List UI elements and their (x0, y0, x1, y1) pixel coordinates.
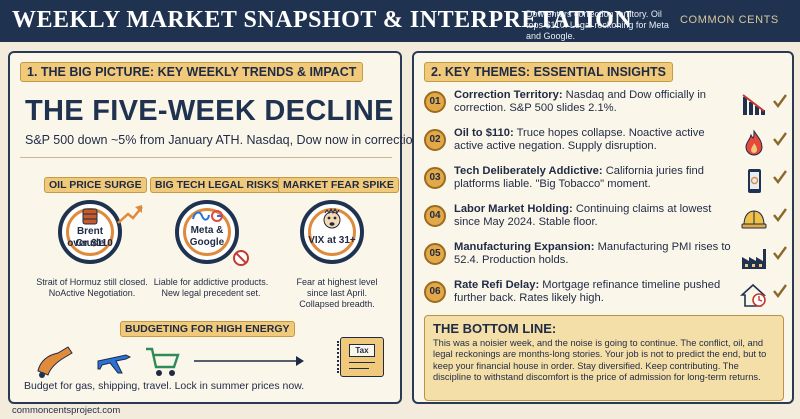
theme-number-badge: 06 (424, 281, 446, 303)
tech-badge-line1: Meta & (179, 225, 235, 237)
fear-caption-line3: Collapsed breadth. (278, 299, 396, 310)
theme-number-badge: 01 (424, 91, 446, 113)
theme-item: 06 Rate Refi Delay: Mortgage refinance t… (424, 279, 788, 314)
theme-title: Correction Territory: (454, 89, 563, 101)
check-icon (772, 93, 788, 109)
factory-icon (740, 243, 768, 271)
budget-caption: Budget for gas, shipping, travel. Lock i… (24, 380, 304, 392)
budget-icon-row (34, 341, 334, 379)
theme-number-badge: 05 (424, 243, 446, 265)
section-label-big-picture: 1. THE BIG PICTURE: KEY WEEKLY TRENDS & … (20, 62, 363, 82)
house-clock-icon (740, 281, 768, 309)
bottom-line-body: This was a noisier week, and the noise i… (433, 338, 779, 384)
theme-item: 01 Correction Territory: Nasdaq and Dow … (424, 89, 788, 124)
vix-badge-text: VIX at 31+ (304, 235, 360, 247)
theme-text: Manufacturing Expansion: Manufacturing P… (454, 241, 736, 267)
bottom-line-box: THE BOTTOM LINE: This was a noisier week… (424, 315, 784, 401)
theme-text: Oil to $110: Truce hopes collapse. Noact… (454, 127, 736, 153)
scared-face-icon (321, 208, 343, 230)
oil-badge-line2: over $110 (62, 238, 118, 250)
theme-item: 03 Tech Deliberately Addictive: Californ… (424, 165, 788, 200)
check-icon (772, 245, 788, 261)
tech-badge-line2: Google (179, 237, 235, 249)
oil-price-badge: Brent Crude over $110 (58, 200, 122, 264)
meta-google-logo-icon (191, 209, 225, 223)
footer-url[interactable]: commoncentsproject.com (12, 405, 120, 416)
fear-caption: Fear at highest level since last April. … (278, 277, 396, 310)
shopping-cart-icon (146, 349, 178, 376)
card-label-oil: OIL PRICE SURGE (44, 177, 147, 193)
tech-legal-badge: Meta & Google (175, 200, 239, 264)
theme-number-badge: 04 (424, 205, 446, 227)
airplane-icon (98, 355, 130, 373)
prohibited-icon (232, 249, 250, 267)
check-icon (772, 283, 788, 299)
theme-text: Labor Market Holding: Continuing claims … (454, 203, 736, 229)
section-label-themes: 2. KEY THEMES: ESSENTIAL INSIGHTS (424, 62, 673, 82)
falling-bar-chart-icon (740, 91, 768, 119)
tech-caption-line2: New legal precedent set. (136, 288, 286, 299)
vix-badge: VIX at 31+ (300, 200, 364, 264)
tech-caption-line1: Liable for addictive products. (136, 277, 286, 288)
gas-pump-icon (38, 347, 72, 378)
card-label-fear: MARKET FEAR SPIKE (278, 177, 399, 193)
tax-label: Tax (349, 344, 375, 357)
theme-number-badge: 03 (424, 167, 446, 189)
theme-number-badge: 02 (424, 129, 446, 151)
brand-name: COMMON CENTS (680, 14, 779, 26)
fear-caption-line1: Fear at highest level (278, 277, 396, 288)
hard-hat-icon (740, 205, 768, 233)
fire-icon (740, 129, 768, 157)
theme-text: Tech Deliberately Addictive: California … (454, 165, 736, 191)
headline-summary: S&P 500 down ~5% from January ATH. Nasda… (25, 133, 423, 147)
headline: THE FIVE-WEEK DECLINE (25, 95, 394, 128)
theme-title: Labor Market Holding: (454, 203, 573, 215)
big-picture-panel: 1. THE BIG PICTURE: KEY WEEKLY TRENDS & … (8, 51, 402, 404)
divider (20, 157, 392, 158)
theme-title: Oil to $110: (454, 127, 514, 139)
theme-item: 05 Manufacturing Expansion: Manufacturin… (424, 241, 788, 276)
fear-caption-line2: since last April. (278, 288, 396, 299)
theme-title: Tech Deliberately Addictive: (454, 165, 603, 177)
arrow-right-icon (194, 356, 304, 366)
bottom-line-title: THE BOTTOM LINE: (433, 321, 556, 336)
check-icon (772, 169, 788, 185)
theme-title: Manufacturing Expansion: (454, 241, 594, 253)
smartphone-icon (740, 167, 768, 195)
page-subtitle: Dow enters correction territory. Oil top… (526, 9, 676, 42)
check-icon (772, 131, 788, 147)
tax-notebook-icon: Tax (340, 337, 384, 377)
card-label-budget: BUDGETING FOR HIGH ENERGY (120, 321, 295, 337)
tech-caption: Liable for addictive products. New legal… (136, 277, 286, 299)
theme-item: 04 Labor Market Holding: Continuing clai… (424, 203, 788, 238)
card-label-tech: BIG TECH LEGAL RISKS (150, 177, 283, 193)
theme-text: Correction Territory: Nasdaq and Dow off… (454, 89, 736, 115)
theme-text: Rate Refi Delay: Mortgage refinance time… (454, 279, 736, 305)
header-bar: WEEKLY MARKET SNAPSHOT & INTERPRETATION … (0, 0, 800, 42)
key-themes-panel: 2. KEY THEMES: ESSENTIAL INSIGHTS 01 Cor… (412, 51, 794, 404)
oil-barrel-icon (79, 207, 101, 225)
theme-item: 02 Oil to $110: Truce hopes collapse. No… (424, 127, 788, 162)
theme-title: Rate Refi Delay: (454, 279, 539, 291)
trend-up-arrow-icon (116, 203, 144, 225)
check-icon (772, 207, 788, 223)
